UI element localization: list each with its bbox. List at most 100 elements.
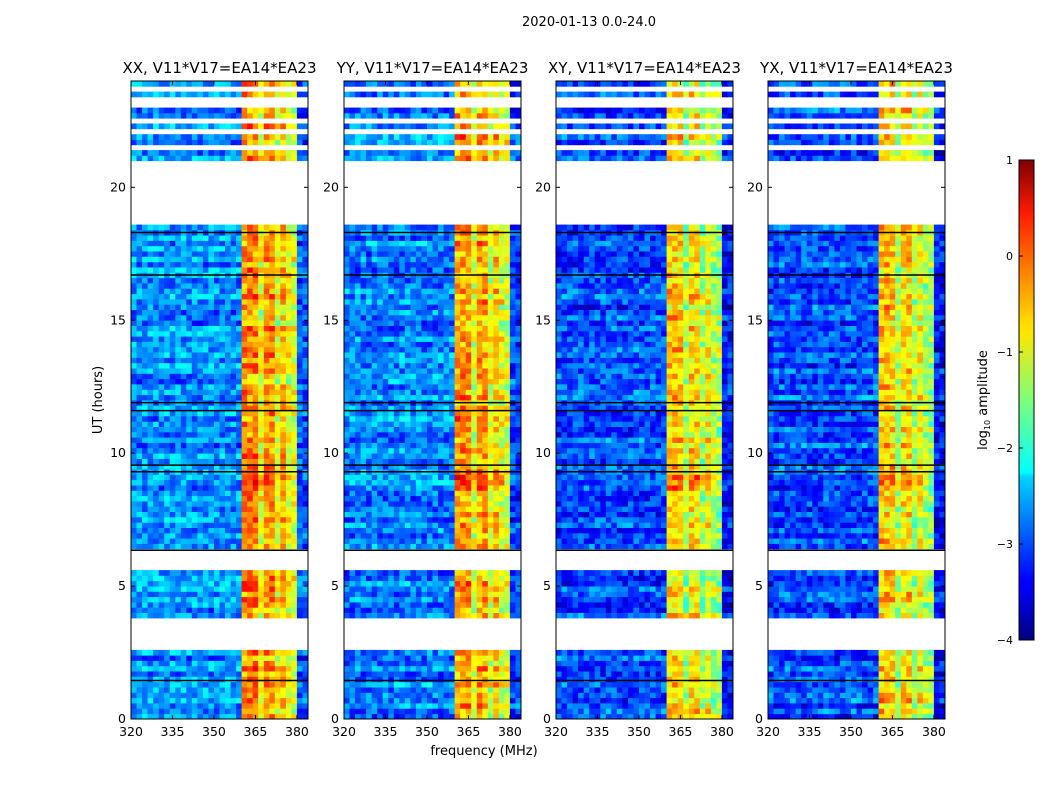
heatmap-cell: [275, 661, 281, 667]
heatmap-cell: [186, 124, 192, 130]
heatmap-cell: [449, 443, 455, 449]
heatmap-cell: [220, 443, 226, 449]
heatmap-cell: [170, 512, 176, 518]
heatmap-cell: [344, 597, 350, 603]
heatmap-cell: [488, 384, 494, 390]
heatmap-cell: [291, 703, 297, 709]
heatmap-cell: [410, 496, 416, 502]
heatmap-cell: [192, 336, 198, 342]
heatmap-cell: [383, 602, 389, 608]
heatmap-cell: [510, 687, 516, 693]
heatmap-cell: [203, 416, 209, 422]
heatmap-cell: [148, 368, 154, 374]
heatmap-cell: [482, 443, 488, 449]
heatmap-cell: [394, 352, 400, 358]
heatmap-cell: [258, 294, 264, 300]
heatmap-cell: [372, 708, 378, 714]
heatmap-cell: [159, 246, 165, 252]
heatmap-cell: [225, 480, 231, 486]
heatmap-cell: [410, 602, 416, 608]
heatmap-cell: [208, 235, 214, 241]
heatmap-cell: [488, 581, 494, 587]
heatmap-cell: [275, 368, 281, 374]
heatmap-cell: [231, 570, 237, 576]
heatmap-cell: [410, 416, 416, 422]
heatmap-cell: [416, 368, 422, 374]
heatmap-cell: [214, 336, 220, 342]
heatmap-cell: [471, 517, 477, 523]
heatmap-cell: [482, 682, 488, 688]
heatmap-cell: [269, 257, 275, 263]
heatmap-cell: [449, 331, 455, 337]
heatmap-cell: [493, 421, 499, 427]
heatmap-cell: [148, 544, 154, 550]
heatmap-cell: [477, 395, 483, 401]
heatmap-cell: [366, 666, 372, 672]
heatmap-cell: [416, 506, 422, 512]
heatmap-cell: [137, 698, 143, 704]
heatmap-cell: [264, 666, 270, 672]
heatmap-cell: [286, 682, 292, 688]
heatmap-cell: [399, 591, 405, 597]
heatmap-cell: [455, 522, 461, 528]
heatmap-cell: [220, 342, 226, 348]
heatmap-cell: [159, 336, 165, 342]
heatmap-cell: [214, 427, 220, 433]
heatmap-cell: [383, 650, 389, 656]
heatmap-cell: [510, 416, 516, 422]
heatmap-cell: [164, 597, 170, 603]
heatmap-cell: [405, 453, 411, 459]
heatmap-cell: [225, 326, 231, 332]
heatmap-cell: [438, 581, 444, 587]
heatmap-cell: [361, 448, 367, 454]
heatmap-cell: [421, 687, 427, 693]
heatmap-cell: [510, 602, 516, 608]
heatmap-cell: [471, 512, 477, 518]
heatmap-cell: [164, 544, 170, 550]
heatmap-cell: [275, 650, 281, 656]
heatmap-cell: [231, 304, 237, 310]
heatmap-cell: [269, 246, 275, 252]
heatmap-cell: [208, 92, 214, 98]
heatmap-cell: [137, 251, 143, 257]
heatmap-cell: [416, 570, 422, 576]
heatmap-cell: [377, 671, 383, 677]
heatmap-cell: [214, 278, 220, 284]
heatmap-cell: [471, 544, 477, 550]
heatmap-cell: [361, 586, 367, 592]
heatmap-cell: [455, 692, 461, 698]
heatmap-cell: [264, 379, 270, 385]
heatmap-cell: [236, 517, 242, 523]
heatmap-cell: [208, 278, 214, 284]
heatmap-cell: [444, 501, 450, 507]
heatmap-cell: [242, 501, 248, 507]
heatmap-cell: [377, 586, 383, 592]
x-tick-label: 380: [285, 724, 309, 739]
panel-title: XX, V11*V17=EA14*EA23: [122, 59, 316, 77]
heatmap-cell: [471, 427, 477, 433]
heatmap-cell: [181, 570, 187, 576]
heatmap-cell: [444, 650, 450, 656]
heatmap-cell: [399, 655, 405, 661]
heatmap-cell: [137, 597, 143, 603]
heatmap-cell: [137, 512, 143, 518]
heatmap-cell: [275, 155, 281, 161]
heatmap-cell: [225, 448, 231, 454]
heatmap-cell: [460, 459, 466, 465]
heatmap-cell: [164, 257, 170, 263]
heatmap-cell: [148, 501, 154, 507]
heatmap-cell: [181, 666, 187, 672]
heatmap-cell: [466, 666, 472, 672]
heatmap-cell: [377, 591, 383, 597]
heatmap-cell: [220, 358, 226, 364]
heatmap-cell: [416, 363, 422, 369]
heatmap-cell: [225, 267, 231, 273]
heatmap-cell: [388, 687, 394, 693]
heatmap-cell: [433, 448, 439, 454]
heatmap-cell: [214, 267, 220, 273]
heatmap-cell: [493, 538, 499, 544]
heatmap-cell: [388, 389, 394, 395]
heatmap-cell: [388, 368, 394, 374]
heatmap-cell: [433, 517, 439, 523]
heatmap-cell: [142, 304, 148, 310]
